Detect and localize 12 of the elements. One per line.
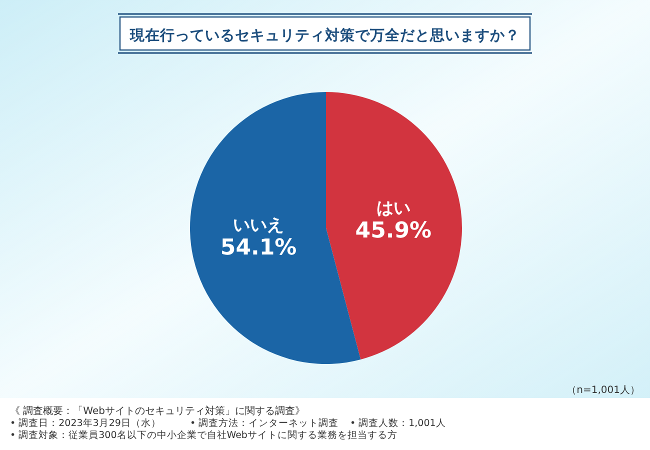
data-label: 54.1%	[220, 236, 297, 261]
data-label: 45.9%	[355, 218, 432, 244]
chart-title: 現在行っているセキュリティ対策で万全だと思いますか？	[129, 26, 520, 44]
text: • 調査人数：1,001人	[350, 417, 446, 429]
slice-label: はい	[376, 198, 410, 218]
text: • 調査方法：インターネット調査	[190, 417, 339, 429]
pie-slice	[326, 92, 462, 360]
slice-label: いいえ	[233, 216, 284, 236]
text: （n=1,001人）	[566, 385, 640, 396]
text: • 調査対象：従業員300名以下の中小企業で自社Webサイトに関する業務を担当する方	[10, 429, 398, 441]
text: • 調査日：2023年3月29日（水）	[10, 417, 161, 429]
text: 《 調査概要：「Webサイトのセキュリティ対策」に関する調査》	[10, 405, 305, 417]
